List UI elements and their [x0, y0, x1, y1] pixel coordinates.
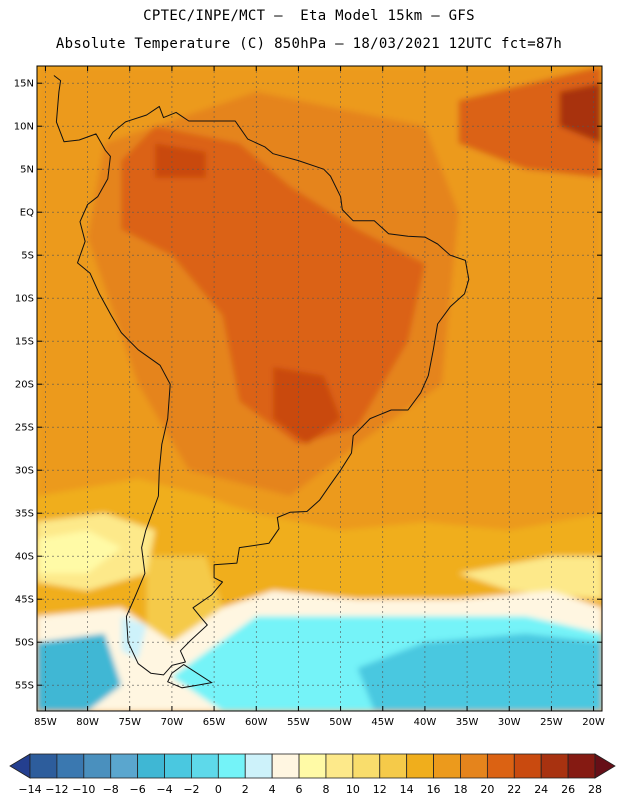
- temperature-region: [37, 530, 122, 574]
- colorbar-bin: [110, 753, 139, 779]
- lon-tick-label: 85W: [34, 717, 57, 728]
- colorbar-label: 2: [242, 783, 249, 796]
- colorbar-bin: [298, 753, 327, 779]
- colorbar-label: 20: [480, 783, 494, 796]
- colorbar-label: 4: [269, 783, 276, 796]
- lon-tick-label: 40W: [414, 717, 437, 728]
- lat-lon-grid: [37, 66, 602, 711]
- lon-tick-label: 70W: [161, 717, 184, 728]
- lat-tick-label: EQ: [20, 208, 34, 219]
- lat-tick-label: 25S: [15, 423, 34, 434]
- temperature-field: [37, 66, 602, 711]
- lat-tick-label: 15S: [15, 337, 34, 348]
- colorbar-label: −12: [45, 783, 68, 796]
- lat-tick-label: 5S: [21, 251, 34, 262]
- temperature-region: [121, 616, 147, 660]
- lat-tick-label: 35S: [15, 509, 34, 520]
- colorbar-label: 22: [507, 783, 521, 796]
- colorbar-label: 6: [296, 783, 303, 796]
- lat-tick-label: 50S: [15, 638, 34, 649]
- colorbar-bin: [325, 753, 354, 779]
- colorbar-label: 16: [427, 783, 441, 796]
- lon-tick-label: 20W: [582, 717, 605, 728]
- colorbar-bin: [83, 753, 112, 779]
- temperature-region: [121, 126, 425, 445]
- lat-tick-label: 10S: [15, 294, 34, 305]
- coastline: [53, 75, 470, 689]
- colorbar-bin: [271, 753, 300, 779]
- colorbar-bin: [486, 753, 515, 779]
- colorbar-bin: [352, 753, 381, 779]
- colorbar-label: 18: [453, 783, 467, 796]
- colorbar-bin: [164, 753, 192, 779]
- colorbar-label: −2: [183, 783, 199, 796]
- lon-tick-label: 45W: [371, 717, 394, 728]
- lon-tick-label: 75W: [118, 717, 141, 728]
- temperature-region: [37, 633, 122, 711]
- lon-tick-label: 25W: [540, 717, 563, 728]
- lat-tick-label: 45S: [15, 595, 34, 606]
- lat-tick-label: 40S: [15, 552, 34, 563]
- colorbar-label: 14: [400, 783, 414, 796]
- temperature-region: [458, 556, 602, 600]
- colorbar-label: −8: [103, 783, 119, 796]
- lat-tick-label: 5N: [20, 165, 34, 176]
- colorbar-bin: [513, 753, 542, 779]
- colorbar-bin: [433, 753, 461, 779]
- temperature-region: [559, 83, 602, 144]
- colorbar-bin: [567, 753, 596, 779]
- colorbar-bin: [540, 753, 569, 779]
- colorbar-bin: [191, 753, 219, 779]
- axis-ticks: 15N 10N 5N EQ 5S 10S 15S 20S 25S 30S 35S 40S 45S 50S 5…: [14, 66, 605, 728]
- temperature-region: [273, 367, 341, 445]
- lat-tick-label: 30S: [15, 466, 34, 477]
- lat-tick-label: 15N: [14, 79, 34, 90]
- colorbar-bin: [406, 753, 434, 779]
- colorbar-label: 0: [215, 783, 222, 796]
- colorbar-label: 8: [322, 783, 329, 796]
- lat-tick-label: 20S: [15, 380, 34, 391]
- colorbar-bin: [29, 753, 58, 779]
- lon-tick-label: 50W: [329, 717, 352, 728]
- colorbar-label: −10: [72, 783, 95, 796]
- colorbar-max-arrow: [594, 753, 616, 779]
- colorbar-bin: [460, 753, 488, 779]
- colorbar-label: 26: [561, 783, 575, 796]
- temperature-region: [357, 633, 602, 711]
- map-title-line1: CPTEC/INPE/MCT – Eta Model 15km – GFS: [143, 8, 475, 24]
- lon-tick-label: 35W: [456, 717, 479, 728]
- lon-tick-label: 80W: [76, 717, 99, 728]
- colorbar-label: 10: [346, 783, 360, 796]
- lat-tick-label: 55S: [15, 681, 34, 692]
- colorbar-label: 24: [534, 783, 548, 796]
- colorbar-label: −14: [18, 783, 41, 796]
- colorbar-bin: [244, 753, 273, 779]
- tierra-del-fuego-outline: [167, 663, 213, 689]
- lon-tick-label: 30W: [498, 717, 521, 728]
- colorbar-label: −6: [130, 783, 146, 796]
- continent-outline: [53, 75, 470, 676]
- colorbar-bin: [137, 753, 165, 779]
- map-frame: [36, 65, 603, 712]
- colorbar-label: −4: [156, 783, 172, 796]
- colorbar-bin: [217, 753, 246, 779]
- lon-tick-label: 60W: [245, 717, 268, 728]
- colorbar-label: 28: [588, 783, 602, 796]
- lon-tick-label: 55W: [287, 717, 310, 728]
- lat-tick-label: 10N: [14, 122, 34, 133]
- temperature-colorbar: −14 −12 −10 −8 −6 −4 −2 0 2 4 6 8 10 12 14 16 18 20 22 24 26…: [9, 753, 616, 796]
- colorbar-bin: [56, 753, 85, 779]
- colorbar-bin: [379, 753, 408, 779]
- colorbar-label: 12: [373, 783, 387, 796]
- map-title-line2: Absolute Temperature (C) 850hPa – 18/03/…: [55, 36, 563, 52]
- lon-tick-label: 65W: [203, 717, 226, 728]
- colorbar-min-arrow: [9, 753, 31, 779]
